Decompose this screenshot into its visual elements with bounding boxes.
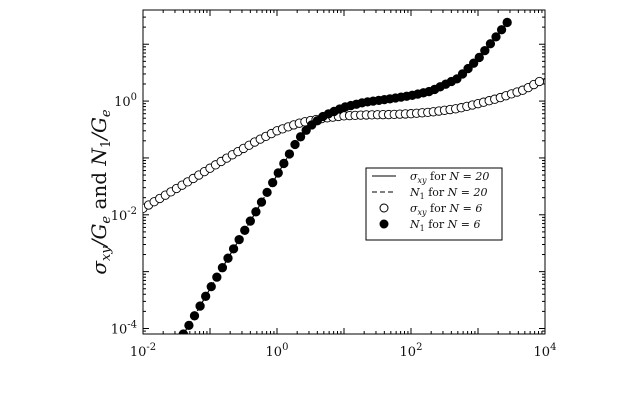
series-3-point [469, 58, 479, 68]
y-tick-label: 10-4 [111, 319, 137, 337]
series-3-point [212, 272, 222, 282]
series-3-point [463, 63, 473, 74]
series-3-point [189, 311, 200, 321]
x-tick-label: 100 [266, 342, 289, 360]
series-3-point [228, 244, 239, 254]
legend-entry: N1 for N = 6 [409, 218, 481, 233]
series-3-point [491, 32, 501, 42]
ylabel-sub4: e [99, 109, 114, 117]
series-3-point [301, 125, 311, 135]
ylabel-mid: and [87, 166, 111, 216]
series-3-point [485, 39, 496, 49]
series-3-point [295, 132, 306, 142]
series-3-point [273, 168, 283, 178]
series-3-point [201, 291, 211, 301]
legend-swatch [379, 203, 389, 213]
series-3-point [284, 149, 295, 159]
y-tick-label: 10-2 [111, 206, 137, 224]
series-group [143, 17, 545, 334]
ylabel-sym2: N [87, 147, 111, 167]
series-3-point [245, 216, 255, 226]
series-3-point [290, 139, 300, 150]
tick-labels: 10-2 100 102 104 10-4 10-2 100 [111, 92, 557, 360]
legend-entry: N1 for N = 20 [409, 186, 488, 201]
series-2-point [534, 76, 545, 87]
series-3-point [496, 25, 507, 35]
ylabel-div2: /G [87, 117, 111, 142]
series-3-point [234, 234, 244, 245]
series-3-point [262, 187, 272, 198]
series-3-point [195, 301, 205, 311]
series-3-point [240, 225, 250, 235]
series-3-point [268, 177, 278, 188]
series-3-point [178, 329, 188, 334]
series-3-point [206, 281, 216, 292]
series-3-point [502, 17, 512, 28]
series-3-point [457, 69, 468, 79]
legend-swatch [379, 219, 389, 229]
x-tick-label: 10-2 [130, 342, 156, 360]
y-tick-label: 100 [114, 92, 137, 110]
series-layer [143, 17, 545, 334]
y-axis-label: σxy/Ge and N1/Ge [87, 109, 114, 275]
legend-box [365, 167, 503, 241]
ylabel-sub3: 1 [99, 140, 114, 148]
ylabel-sub2: e [99, 216, 114, 224]
legend-entry: σxy for N = 20 [410, 170, 489, 185]
x-tick-label: 102 [400, 342, 423, 360]
series-3-point [184, 320, 194, 331]
x-tick-label: 104 [534, 342, 557, 360]
series-3-point [279, 158, 289, 169]
ylabel-sub1: xy [99, 246, 114, 261]
series-3-point [251, 207, 261, 217]
series-3-point [256, 197, 267, 207]
series-3-point [474, 52, 484, 63]
ylabel-div1: /G [87, 224, 111, 249]
series-3-point [223, 253, 233, 263]
series-3-point [217, 263, 228, 273]
series-3-point [480, 45, 490, 56]
ylabel-sym1: σ [87, 260, 111, 275]
legend-entry: σxy for N = 6 [410, 202, 482, 217]
ticks-layer [142, 9, 546, 335]
